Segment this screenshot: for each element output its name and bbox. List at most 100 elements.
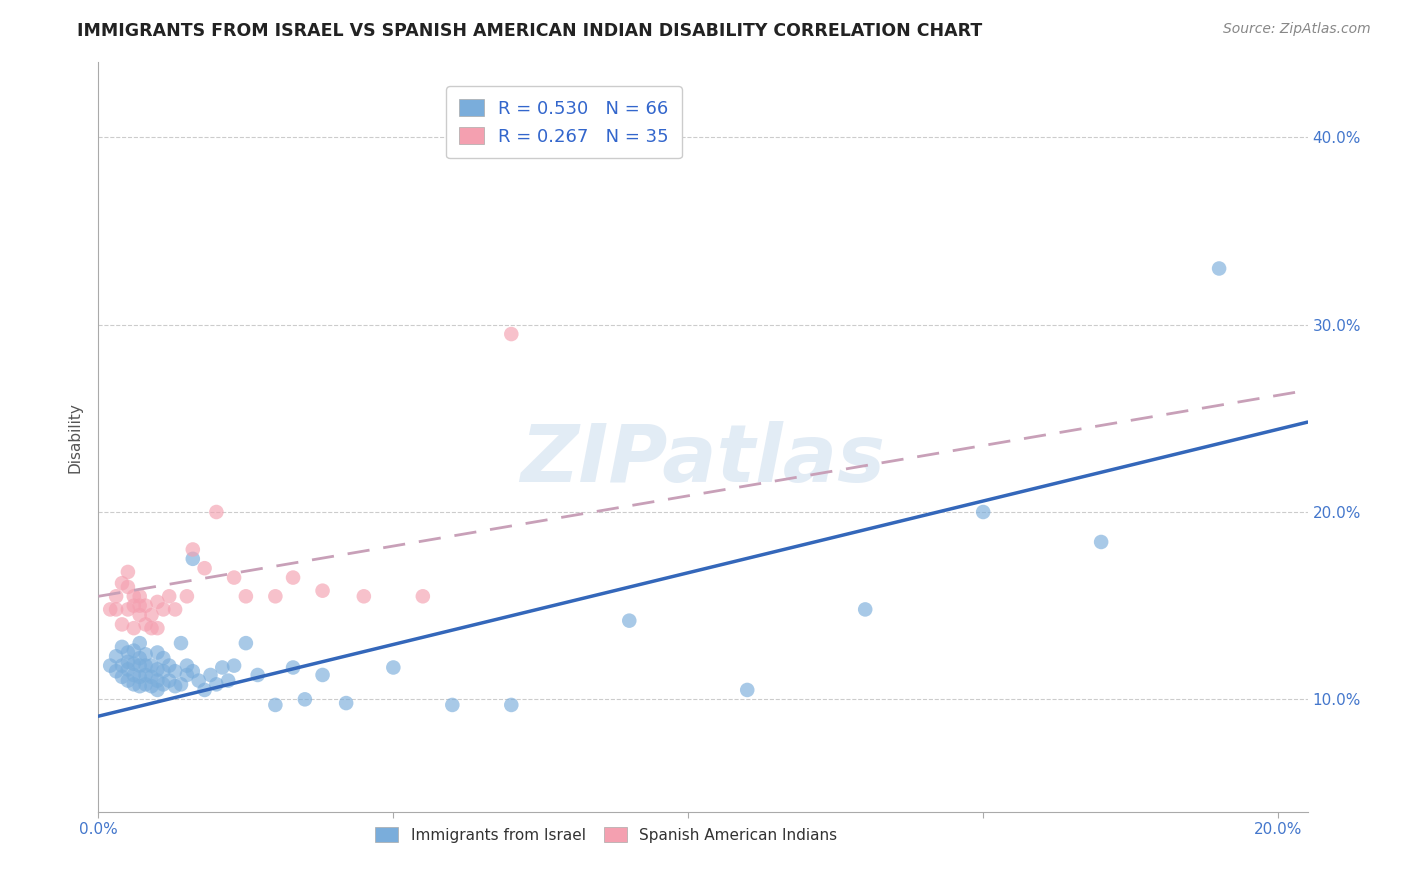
Point bbox=[152, 602, 174, 616]
Point bbox=[135, 658, 157, 673]
Point bbox=[152, 651, 174, 665]
Point bbox=[157, 658, 180, 673]
Point bbox=[211, 660, 233, 674]
Point bbox=[128, 679, 150, 693]
Point bbox=[735, 683, 758, 698]
Point bbox=[146, 646, 169, 660]
Point bbox=[117, 565, 139, 579]
Point bbox=[335, 696, 357, 710]
Point bbox=[311, 583, 333, 598]
Point bbox=[146, 683, 169, 698]
Point bbox=[141, 658, 163, 673]
Point bbox=[117, 673, 139, 688]
Point bbox=[194, 683, 217, 698]
Point bbox=[264, 698, 287, 712]
Text: Source: ZipAtlas.com: Source: ZipAtlas.com bbox=[1223, 22, 1371, 37]
Point bbox=[135, 648, 157, 662]
Point bbox=[128, 589, 150, 603]
Point bbox=[128, 608, 150, 623]
Point bbox=[235, 636, 257, 650]
Point bbox=[176, 589, 198, 603]
Point bbox=[181, 551, 204, 566]
Point bbox=[205, 677, 228, 691]
Point bbox=[246, 668, 269, 682]
Point bbox=[105, 664, 128, 679]
Point bbox=[441, 698, 464, 712]
Point bbox=[165, 679, 187, 693]
Point bbox=[146, 673, 169, 688]
Point bbox=[152, 677, 174, 691]
Point bbox=[122, 677, 145, 691]
Point bbox=[122, 621, 145, 635]
Point bbox=[98, 602, 121, 616]
Point bbox=[111, 670, 134, 684]
Point bbox=[194, 561, 217, 575]
Point bbox=[135, 599, 157, 613]
Point bbox=[281, 660, 304, 674]
Point bbox=[181, 664, 204, 679]
Point bbox=[122, 589, 145, 603]
Point bbox=[117, 580, 139, 594]
Point bbox=[128, 636, 150, 650]
Point bbox=[146, 621, 169, 635]
Legend: Immigrants from Israel, Spanish American Indians: Immigrants from Israel, Spanish American… bbox=[370, 822, 844, 849]
Point bbox=[200, 668, 222, 682]
Point bbox=[105, 589, 128, 603]
Point bbox=[117, 655, 139, 669]
Point bbox=[117, 602, 139, 616]
Point bbox=[141, 679, 163, 693]
Point bbox=[294, 692, 316, 706]
Point bbox=[157, 589, 180, 603]
Text: ZIPatlas: ZIPatlas bbox=[520, 420, 886, 499]
Point bbox=[972, 505, 994, 519]
Point bbox=[135, 677, 157, 691]
Point bbox=[176, 668, 198, 682]
Point bbox=[311, 668, 333, 682]
Point bbox=[264, 589, 287, 603]
Point bbox=[128, 658, 150, 673]
Point bbox=[165, 664, 187, 679]
Point bbox=[105, 602, 128, 616]
Point bbox=[117, 662, 139, 676]
Point bbox=[187, 673, 209, 688]
Point bbox=[281, 571, 304, 585]
Point bbox=[122, 668, 145, 682]
Point bbox=[128, 651, 150, 665]
Point bbox=[222, 658, 245, 673]
Point bbox=[181, 542, 204, 557]
Point bbox=[111, 658, 134, 673]
Point bbox=[501, 326, 523, 341]
Point bbox=[170, 636, 193, 650]
Point bbox=[122, 643, 145, 657]
Point bbox=[382, 660, 405, 674]
Point bbox=[122, 657, 145, 671]
Point bbox=[111, 576, 134, 591]
Point bbox=[117, 646, 139, 660]
Point bbox=[122, 599, 145, 613]
Point bbox=[501, 698, 523, 712]
Point bbox=[176, 658, 198, 673]
Point bbox=[141, 670, 163, 684]
Point bbox=[141, 621, 163, 635]
Point bbox=[157, 673, 180, 688]
Point bbox=[128, 599, 150, 613]
Point bbox=[353, 589, 375, 603]
Y-axis label: Disability: Disability bbox=[67, 401, 83, 473]
Point bbox=[1208, 261, 1230, 276]
Point bbox=[853, 602, 876, 616]
Point bbox=[222, 571, 245, 585]
Text: IMMIGRANTS FROM ISRAEL VS SPANISH AMERICAN INDIAN DISABILITY CORRELATION CHART: IMMIGRANTS FROM ISRAEL VS SPANISH AMERIC… bbox=[77, 22, 983, 40]
Point bbox=[146, 662, 169, 676]
Point bbox=[165, 602, 187, 616]
Point bbox=[1090, 535, 1112, 549]
Point bbox=[98, 658, 121, 673]
Point bbox=[111, 617, 134, 632]
Point bbox=[111, 640, 134, 654]
Point bbox=[135, 617, 157, 632]
Point bbox=[128, 670, 150, 684]
Point bbox=[235, 589, 257, 603]
Point bbox=[205, 505, 228, 519]
Point bbox=[135, 668, 157, 682]
Point bbox=[412, 589, 434, 603]
Point bbox=[619, 614, 641, 628]
